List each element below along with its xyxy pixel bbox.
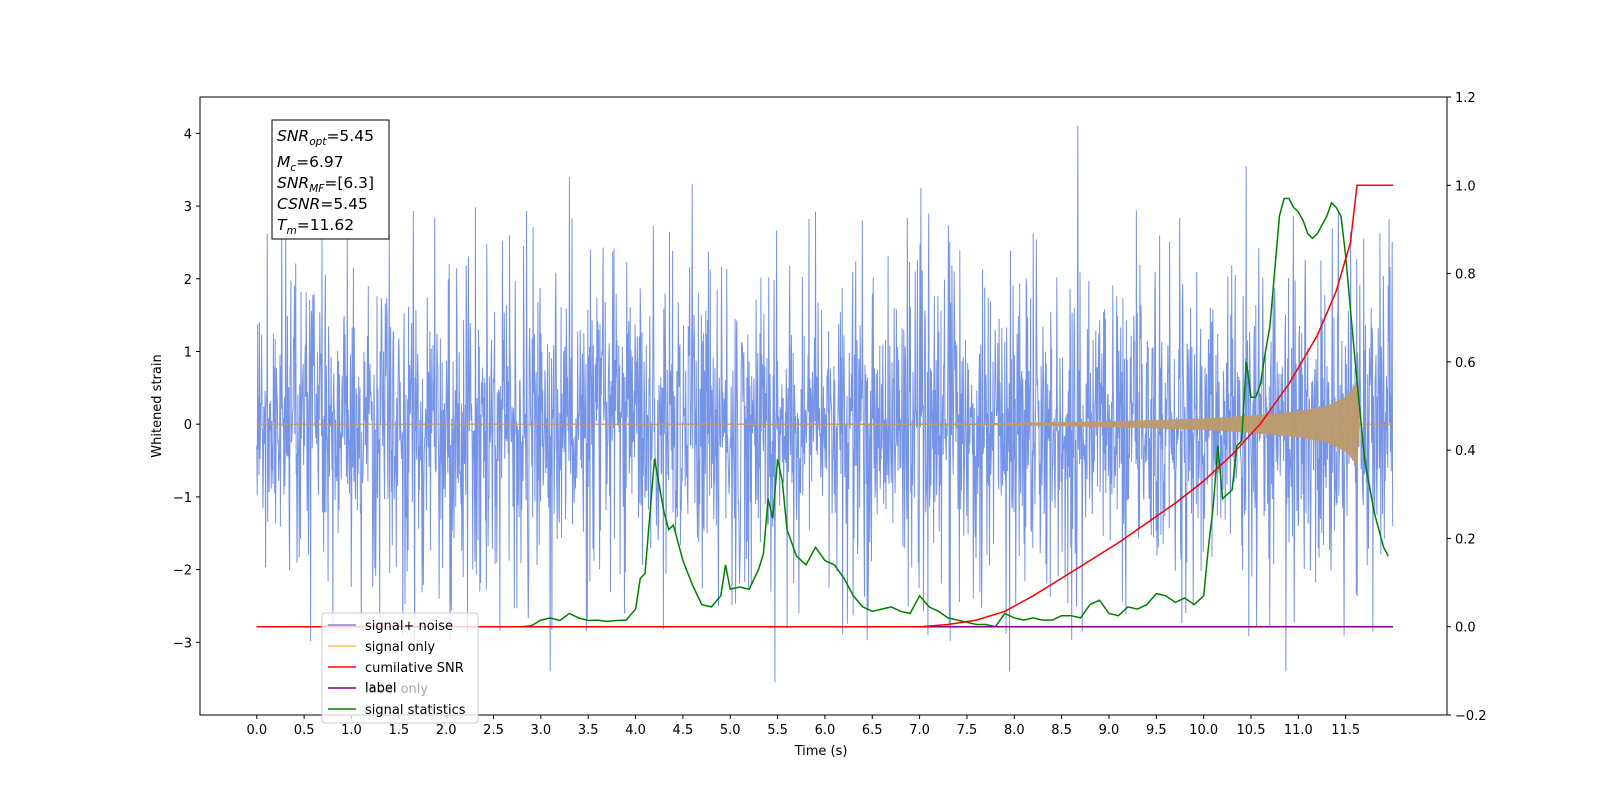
- legend-item-signal-statistics: signal statistics: [328, 703, 466, 718]
- x-tick-label: 6.5: [862, 723, 883, 738]
- y-tick-label: −3: [173, 636, 192, 651]
- y2-tick-label: 0.6: [1455, 356, 1476, 371]
- y2-tick-label: 0.0: [1455, 621, 1476, 636]
- x-tick-label: 3.0: [531, 723, 552, 738]
- legend-item-signal-noise: signal+ noise: [328, 619, 453, 634]
- annotation-snr-opt: SNRopt=5.45: [277, 127, 374, 148]
- y-tick-label: −1: [173, 491, 192, 506]
- x-tick-label: 8.0: [1004, 723, 1025, 738]
- annotation-csnr: CSNR=5.45: [277, 195, 368, 213]
- legend-item-signal-only: signal only: [328, 640, 435, 655]
- y2-tick-label: 0.4: [1455, 444, 1476, 459]
- x-tick-label: 6.0: [815, 723, 836, 738]
- x-tick-label: 4.0: [625, 723, 646, 738]
- x-tick-label: 1.0: [341, 723, 362, 738]
- y-tick-label: 3: [184, 200, 192, 215]
- x-tick-label: 7.5: [957, 723, 978, 738]
- y2-tick-label: −0.2: [1455, 709, 1487, 724]
- x-tick-label: 9.5: [1146, 723, 1167, 738]
- x-tick-label: 5.0: [720, 723, 741, 738]
- legend: signal+ noise signal only cumilative SNR…: [321, 612, 479, 724]
- x-tick-label: 0.5: [294, 723, 315, 738]
- y-tick-label: 2: [184, 273, 192, 288]
- x-tick-label: 7.0: [909, 723, 930, 738]
- y2-tick-label: 1.0: [1455, 179, 1476, 194]
- annotation-snr-mf: SNRMF=[6.3]: [277, 174, 374, 195]
- svg-text:label only: label only: [365, 682, 428, 697]
- y2-tick-label: 0.8: [1455, 268, 1476, 283]
- y-tick-label: 1: [184, 345, 192, 360]
- x-tick-label: 9.0: [1099, 723, 1120, 738]
- y-tick-label: 4: [184, 127, 192, 142]
- x-tick-label: 0.0: [246, 723, 267, 738]
- x-tick-label: 5.5: [767, 723, 788, 738]
- svg-text:signal only: signal only: [365, 640, 435, 655]
- legend-item-label: label only label: [328, 681, 428, 697]
- cumulative-snr-line: [256, 184, 1393, 628]
- x-tick-label: 2.5: [483, 723, 504, 738]
- x-tick-label: 3.5: [578, 723, 599, 738]
- y-tick-label: 0: [184, 418, 192, 433]
- y2-axis-ticks: −0.2 0.0 0.2 0.4 0.6 0.8 1.0 1.2: [1447, 91, 1487, 724]
- x-tick-label: 8.5: [1051, 723, 1072, 738]
- x-tick-label: 10.0: [1189, 723, 1218, 738]
- x-tick-label: 1.5: [388, 723, 409, 738]
- x-tick-label: 11.0: [1284, 723, 1313, 738]
- signal-noise-series: [256, 126, 1394, 683]
- x-axis-ticks: 0.0 0.5 1.0 1.5 2.0 2.5 3.0 3.5 4.0 4.5 5.0 5.5 6.0 6…: [246, 715, 1360, 738]
- x-tick-label: 10.5: [1237, 723, 1266, 738]
- signal-only-series: [256, 380, 1394, 468]
- y-axis-label: Whitened strain: [150, 354, 165, 457]
- svg-text:cumilative SNR: cumilative SNR: [365, 661, 464, 676]
- svg-text:label: label: [365, 681, 396, 696]
- x-tick-label: 11.5: [1331, 723, 1360, 738]
- svg-text:signal statistics: signal statistics: [365, 703, 466, 718]
- y2-tick-label: 0.2: [1455, 532, 1476, 547]
- annotation-tm: Tm=11.62: [277, 216, 354, 237]
- x-axis-label: Time (s): [794, 744, 848, 759]
- x-tick-label: 4.5: [673, 723, 694, 738]
- annotation-mc: Mc=6.97: [277, 153, 344, 174]
- y-tick-label: −2: [173, 564, 192, 579]
- annotation-box: SNRopt=5.45 Mc=6.97 SNRMF=[6.3] CSNR=5.4…: [271, 119, 390, 240]
- x-tick-label: 2.0: [436, 723, 457, 738]
- plot-frame: [199, 96, 1448, 716]
- y2-tick-label: 1.2: [1455, 91, 1476, 106]
- y-axis-ticks: −3 −2 −1 0 1 2 3 4: [173, 127, 200, 651]
- signal-noise-line: [256, 126, 1394, 683]
- legend-item-cumulative-snr: cumilative SNR: [328, 661, 464, 676]
- svg-text:signal+ noise: signal+ noise: [365, 619, 453, 634]
